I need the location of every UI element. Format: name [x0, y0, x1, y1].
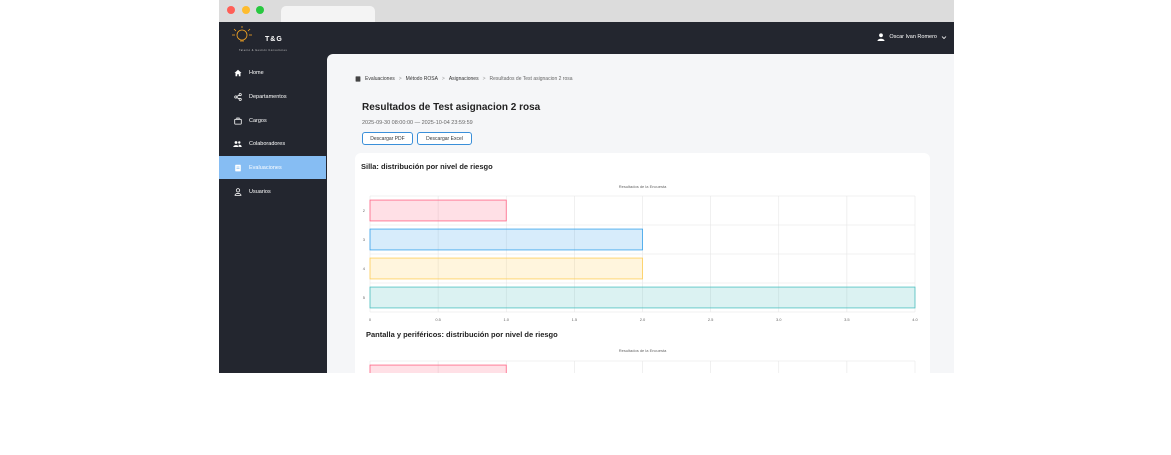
sidebar-item-label: Evaluaciones [249, 164, 282, 171]
user-icon [877, 33, 885, 41]
breadcrumb-separator: > [398, 76, 402, 82]
x-tick-label: 0 [369, 317, 372, 322]
breadcrumb: Evaluaciones > Método ROSA > Asignacione… [355, 76, 573, 82]
briefcase-icon [233, 116, 242, 125]
user-menu[interactable]: Oscar Ivan Romero [877, 33, 947, 41]
x-tick-label: 1.5 [572, 317, 578, 322]
bar-2 [369, 364, 507, 373]
breadcrumb-item-current: Resultados de Test asignacion 2 rosa [489, 76, 573, 82]
lightbulb-icon [232, 26, 252, 42]
y-tick-label: 5 [363, 295, 366, 300]
sidebar-item-usuarios[interactable]: Usuarios [219, 180, 326, 203]
logo-text: T&G [265, 36, 283, 43]
download-pdf-button[interactable]: Descargar PDF [362, 132, 413, 145]
browser-window: T&G Talento & Gestión Consultores Oscar … [219, 0, 954, 373]
bar-3 [369, 228, 643, 251]
user-icon [233, 187, 242, 196]
close-window-button[interactable] [227, 6, 235, 14]
sidebar-item-evaluaciones[interactable]: Evaluaciones [219, 156, 326, 179]
clipboard-icon [233, 163, 242, 172]
breadcrumb-item-asignaciones[interactable]: Asignaciones [448, 76, 479, 82]
chart-title: Resultados de la Encuesta [618, 348, 667, 353]
users-icon [233, 139, 242, 148]
chevron-down-icon [941, 35, 947, 39]
date-range: 2025-09-30 08:00:00 — 2025-10-04 23:59:5… [362, 120, 473, 126]
bar-5 [369, 286, 916, 309]
browser-tab[interactable] [281, 6, 375, 22]
y-tick-label: 4 [363, 266, 366, 271]
bar-4 [369, 257, 643, 280]
chart-title: Resultados de la Encuesta [618, 184, 667, 189]
download-excel-button[interactable]: Descargar Excel [417, 132, 472, 145]
sidebar-item-label: Colaboradores [249, 140, 286, 147]
chart-silla: 2 3 4 5 0 0.5 1.0 1.5 2.0 2.5 3.0 3.5 4.0 [363, 195, 919, 322]
logo[interactable]: T&G Talento & Gestión Consultores [229, 25, 289, 52]
section-title-pantalla: Pantalla y periféricos: distribución por… [366, 330, 558, 339]
home-icon [233, 68, 242, 77]
x-tick-label: 3.0 [776, 317, 782, 322]
sidebar-item-label: Departamentos [249, 93, 287, 100]
clipboard-icon [355, 76, 361, 82]
y-tick-label: 3 [363, 237, 366, 242]
minimize-window-button[interactable] [242, 6, 250, 14]
breadcrumb-item-evaluaciones[interactable]: Evaluaciones [365, 76, 395, 82]
user-name: Oscar Ivan Romero [889, 34, 937, 40]
x-tick-label: 0.5 [435, 317, 441, 322]
top-bar: T&G Talento & Gestión Consultores Oscar … [219, 22, 954, 54]
browser-chrome [219, 0, 954, 22]
chart-pantalla: 2 [369, 360, 916, 373]
section-title-silla: Silla: distribución por nivel de riesgo [361, 162, 493, 171]
content-panel: Evaluaciones > Método ROSA > Asignacione… [327, 54, 954, 373]
sidebar-item-label: Cargos [249, 117, 267, 124]
sidebar: Home Departamentos Cargos Colaboradores … [219, 54, 326, 373]
logo-subtext: Talento & Gestión Consultores [239, 49, 288, 52]
sidebar-item-cargos[interactable]: Cargos [219, 109, 326, 132]
x-tick-label: 2.5 [708, 317, 714, 322]
share-icon [233, 92, 242, 101]
main-content: Evaluaciones > Método ROSA > Asignacione… [326, 54, 954, 373]
sidebar-item-colaboradores[interactable]: Colaboradores [219, 132, 326, 155]
sidebar-item-home[interactable]: Home [219, 61, 326, 84]
breadcrumb-separator: > [482, 76, 486, 82]
bar-2 [369, 199, 507, 222]
maximize-window-button[interactable] [256, 6, 264, 14]
breadcrumb-item-metodo-rosa[interactable]: Método ROSA [405, 76, 438, 82]
sidebar-item-label: Home [249, 69, 264, 76]
x-tick-label: 3.5 [844, 317, 850, 322]
results-card: Silla: distribución por nivel de riesgo … [355, 153, 930, 373]
x-tick-label: 2.0 [640, 317, 646, 322]
x-tick-label: 1.0 [503, 317, 509, 322]
y-tick-label: 2 [363, 208, 366, 213]
sidebar-item-departamentos[interactable]: Departamentos [219, 85, 326, 108]
x-tick-label: 4.0 [912, 317, 918, 322]
breadcrumb-separator: > [441, 76, 445, 82]
sidebar-item-label: Usuarios [249, 188, 271, 195]
page-title: Resultados de Test asignacion 2 rosa [362, 102, 541, 113]
